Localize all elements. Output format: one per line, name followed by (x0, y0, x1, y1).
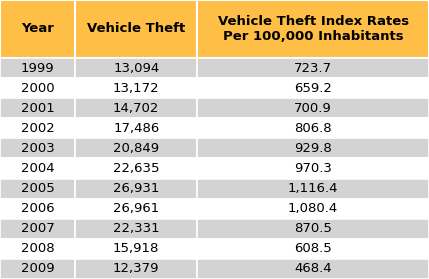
Text: 2006: 2006 (21, 202, 54, 215)
Text: 2000: 2000 (21, 82, 54, 95)
Text: 20,849: 20,849 (113, 142, 159, 155)
Bar (197, 259, 429, 279)
Text: 13,094: 13,094 (113, 62, 159, 74)
Text: Vehicle Theft: Vehicle Theft (87, 23, 185, 35)
Text: 659.2: 659.2 (294, 82, 332, 95)
Bar (75, 118, 197, 138)
Bar (75, 179, 197, 199)
Text: 12,379: 12,379 (113, 263, 160, 275)
Text: 806.8: 806.8 (294, 122, 332, 135)
Text: 2005: 2005 (21, 182, 54, 195)
Text: 1,116.4: 1,116.4 (288, 182, 338, 195)
Text: 870.5: 870.5 (294, 222, 332, 235)
Bar (197, 158, 429, 179)
Bar (75, 199, 197, 219)
Text: 13,172: 13,172 (113, 82, 160, 95)
Bar (197, 199, 429, 219)
Text: Vehicle Theft Index Rates
Per 100,000 Inhabitants: Vehicle Theft Index Rates Per 100,000 In… (218, 15, 409, 43)
Text: 723.7: 723.7 (294, 62, 332, 74)
Text: 26,961: 26,961 (113, 202, 159, 215)
Text: 2004: 2004 (21, 162, 54, 175)
Bar (197, 179, 429, 199)
Bar (197, 58, 429, 78)
Bar (197, 239, 429, 259)
Bar (197, 138, 429, 158)
Bar (75, 0, 197, 58)
Text: 17,486: 17,486 (113, 122, 159, 135)
Bar (0, 239, 75, 259)
Text: 929.8: 929.8 (294, 142, 332, 155)
Bar (0, 98, 75, 118)
Bar (75, 219, 197, 239)
Text: 700.9: 700.9 (294, 102, 332, 115)
Bar (75, 158, 197, 179)
Text: 22,331: 22,331 (113, 222, 160, 235)
Bar (197, 118, 429, 138)
Bar (0, 219, 75, 239)
Text: 468.4: 468.4 (294, 263, 332, 275)
Bar (197, 219, 429, 239)
Bar (197, 0, 429, 58)
Bar (75, 138, 197, 158)
Bar (0, 199, 75, 219)
Text: 2007: 2007 (21, 222, 54, 235)
Bar (0, 58, 75, 78)
Text: 2002: 2002 (21, 122, 54, 135)
Bar (75, 78, 197, 98)
Text: 608.5: 608.5 (294, 242, 332, 255)
Bar (0, 78, 75, 98)
Bar (75, 58, 197, 78)
Bar (75, 239, 197, 259)
Text: 14,702: 14,702 (113, 102, 160, 115)
Bar (0, 259, 75, 279)
Bar (197, 98, 429, 118)
Text: 1999: 1999 (21, 62, 54, 74)
Text: 1,080.4: 1,080.4 (288, 202, 338, 215)
Bar (0, 118, 75, 138)
Text: 2001: 2001 (21, 102, 54, 115)
Bar (0, 158, 75, 179)
Bar (75, 98, 197, 118)
Text: 26,931: 26,931 (113, 182, 160, 195)
Bar (75, 259, 197, 279)
Text: 15,918: 15,918 (113, 242, 160, 255)
Bar (0, 0, 75, 58)
Bar (197, 78, 429, 98)
Text: 2008: 2008 (21, 242, 54, 255)
Text: 970.3: 970.3 (294, 162, 332, 175)
Text: Year: Year (21, 23, 54, 35)
Bar (0, 138, 75, 158)
Bar (0, 179, 75, 199)
Text: 2003: 2003 (21, 142, 54, 155)
Text: 22,635: 22,635 (113, 162, 160, 175)
Text: 2009: 2009 (21, 263, 54, 275)
